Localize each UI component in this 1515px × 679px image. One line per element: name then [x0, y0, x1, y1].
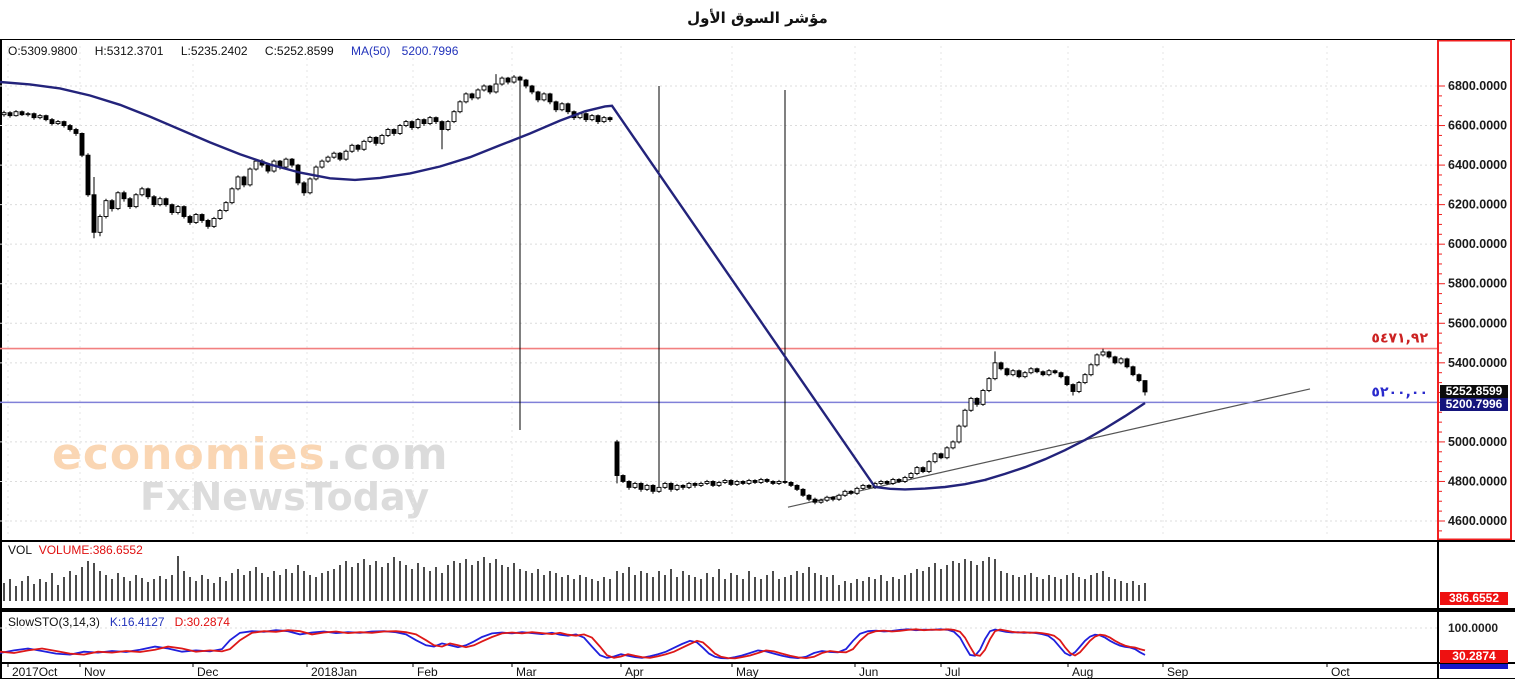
svg-text:Jun: Jun — [859, 665, 878, 679]
close-value: C:5252.8599 — [264, 44, 334, 58]
svg-text:Oct: Oct — [1331, 665, 1350, 679]
svg-text:6800.0000: 6800.0000 — [1448, 79, 1507, 93]
volume-value: VOLUME:386.6552 — [38, 543, 143, 557]
svg-text:5400.0000: 5400.0000 — [1448, 356, 1507, 370]
ohlc-header: O:5309.9800 H:5312.3701 L:5235.2402 C:52… — [8, 44, 466, 58]
ma-label: MA(50) — [350, 44, 391, 58]
axis-separator — [1437, 540, 1439, 678]
top-border — [0, 39, 1515, 40]
svg-text:May: May — [736, 665, 759, 679]
svg-text:2017Oct: 2017Oct — [12, 665, 58, 679]
svg-text:2018Jan: 2018Jan — [311, 665, 357, 679]
price-volume-divider — [0, 540, 1515, 542]
open-value: O:5309.9800 — [8, 44, 78, 58]
page-title: مؤشر السوق الأول — [687, 9, 828, 27]
svg-text:4600.0000: 4600.0000 — [1448, 514, 1507, 528]
svg-text:4800.0000: 4800.0000 — [1448, 474, 1507, 488]
low-value: L:5235.2402 — [180, 44, 248, 58]
svg-text:5600.0000: 5600.0000 — [1448, 316, 1507, 330]
svg-text:6400.0000: 6400.0000 — [1448, 158, 1507, 172]
svg-text:Feb: Feb — [417, 665, 438, 679]
last-price-badge: 5252.8599 — [1440, 385, 1508, 398]
sto-axis-divider — [0, 662, 1515, 664]
svg-text:Dec: Dec — [197, 665, 218, 679]
volume-header: VOL VOLUME:386.6552 — [8, 543, 143, 557]
left-border — [0, 40, 2, 678]
volume-chart-canvas[interactable] — [0, 541, 1437, 608]
svg-text:٥٢٠٠,٠٠: ٥٢٠٠,٠٠ — [1371, 384, 1428, 400]
svg-text:6200.0000: 6200.0000 — [1448, 198, 1507, 212]
svg-text:5800.0000: 5800.0000 — [1448, 277, 1507, 291]
high-value: H:5312.3701 — [94, 44, 164, 58]
svg-text:Mar: Mar — [516, 665, 537, 679]
svg-text:Aug: Aug — [1072, 665, 1093, 679]
volume-label: VOL — [8, 543, 33, 557]
svg-text:Nov: Nov — [84, 665, 105, 679]
volume-sto-divider — [0, 608, 1515, 612]
time-axis: 2017Oct Nov Dec 2018Jan Feb Mar Apr May Jun Jul Au… — [7, 663, 1350, 679]
price-axis: 4600.00004800.00005000.00005200.00005400… — [1437, 40, 1512, 540]
ma-price-badge: 5200.7996 — [1440, 398, 1508, 411]
sto-name: SlowSTO(3,14,3) — [8, 615, 100, 629]
sto-k-value: K:16.4127 — [109, 615, 165, 629]
sto-k-badge-strip — [1440, 664, 1508, 669]
title-bar: مؤشر السوق الأول — [0, 0, 1515, 40]
stochastic-header: SlowSTO(3,14,3) K:16.4127 D:30.2874 — [8, 615, 230, 629]
price-chart-canvas[interactable]: ٥٤٧١,٩٢ ٥٢٠٠,٠٠ — [0, 40, 1437, 540]
sto-d-badge: 30.2874 — [1440, 650, 1508, 663]
svg-text:Sep: Sep — [1167, 665, 1189, 679]
volume-badge: 386.6552 — [1440, 592, 1508, 605]
sto-d-value: D:30.2874 — [174, 615, 230, 629]
svg-text:6000.0000: 6000.0000 — [1448, 237, 1507, 251]
svg-text:Jul: Jul — [945, 665, 960, 679]
svg-text:5000.0000: 5000.0000 — [1448, 435, 1507, 449]
ma-value: 5200.7996 — [401, 44, 459, 58]
svg-text:Apr: Apr — [625, 665, 644, 679]
svg-text:6600.0000: 6600.0000 — [1448, 119, 1507, 133]
sto-axis-100-label: 100.0000 — [1448, 621, 1499, 635]
stochastic-chart-canvas[interactable] — [0, 613, 1437, 663]
svg-text:٥٤٧١,٩٢: ٥٤٧١,٩٢ — [1371, 331, 1428, 347]
